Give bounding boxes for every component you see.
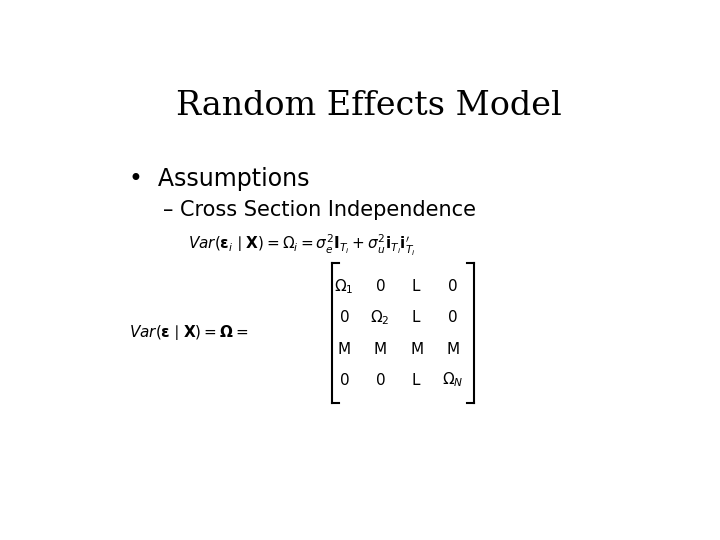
Text: $\mathrm{M}$: $\mathrm{M}$ <box>446 341 459 356</box>
Text: $0$: $0$ <box>375 278 385 294</box>
Text: •  Assumptions: • Assumptions <box>129 167 310 191</box>
Text: $0$: $0$ <box>447 278 458 294</box>
Text: $\mathrm{L}$: $\mathrm{L}$ <box>411 278 422 294</box>
Text: $\Omega_N$: $\Omega_N$ <box>442 370 464 389</box>
Text: $\mathit{Var}(\boldsymbol{\varepsilon} \mid \mathbf{X}) = \boldsymbol{\Omega} = : $\mathit{Var}(\boldsymbol{\varepsilon} \… <box>129 323 248 342</box>
Text: $\mathrm{M}$: $\mathrm{M}$ <box>410 341 423 356</box>
Text: $\mathit{Var}(\boldsymbol{\varepsilon}_i \mid \mathbf{X}) = \Omega_i = \sigma_e^: $\mathit{Var}(\boldsymbol{\varepsilon}_i… <box>188 233 415 258</box>
Text: $\mathrm{M}$: $\mathrm{M}$ <box>337 341 351 356</box>
Text: $0$: $0$ <box>338 372 349 388</box>
Text: $\mathrm{L}$: $\mathrm{L}$ <box>411 309 422 326</box>
Text: $0$: $0$ <box>375 372 385 388</box>
Text: $0$: $0$ <box>338 309 349 326</box>
Text: $\mathrm{L}$: $\mathrm{L}$ <box>411 372 422 388</box>
Text: $\Omega_1$: $\Omega_1$ <box>334 277 354 295</box>
Text: $\Omega_2$: $\Omega_2$ <box>370 308 390 327</box>
Text: $0$: $0$ <box>447 309 458 326</box>
Text: $\mathrm{M}$: $\mathrm{M}$ <box>374 341 387 356</box>
Text: – Cross Section Independence: – Cross Section Independence <box>163 200 475 220</box>
Text: Random Effects Model: Random Effects Model <box>176 90 562 122</box>
